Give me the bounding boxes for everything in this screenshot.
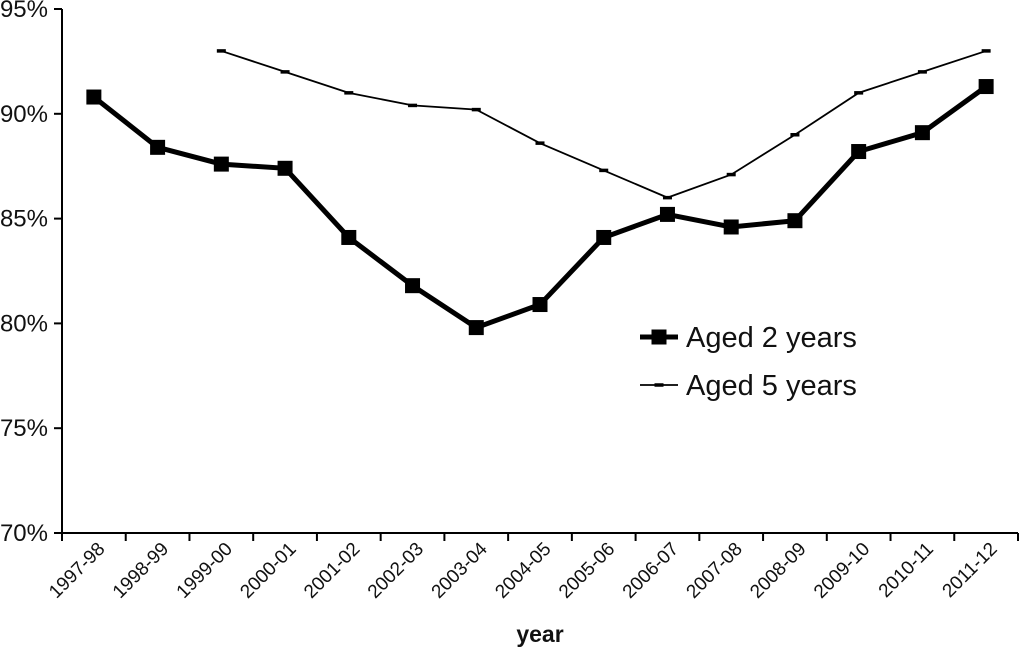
data-point-marker bbox=[596, 229, 612, 245]
data-point-marker bbox=[787, 213, 803, 229]
data-point-marker bbox=[344, 91, 354, 95]
y-tick-label: 85% bbox=[0, 206, 48, 233]
data-point-marker bbox=[723, 219, 739, 235]
legend-label: Aged 5 years bbox=[686, 370, 857, 402]
data-point-marker bbox=[914, 125, 930, 141]
x-tick-label: 2008-09 bbox=[746, 539, 810, 603]
x-axis-title: year bbox=[516, 621, 563, 647]
data-point-marker bbox=[981, 49, 991, 53]
x-tick-label: 2006-07 bbox=[619, 539, 683, 603]
data-point-marker bbox=[150, 139, 166, 155]
data-point-marker bbox=[468, 320, 484, 336]
x-tick-label: 2009-10 bbox=[810, 539, 874, 603]
y-tick-label: 70% bbox=[0, 520, 48, 547]
data-point-marker bbox=[917, 70, 927, 74]
data-point-marker bbox=[978, 79, 994, 95]
data-point-marker bbox=[532, 297, 548, 313]
data-point-marker bbox=[851, 144, 867, 160]
data-point-marker bbox=[790, 133, 800, 137]
x-tick-label: 2011-12 bbox=[939, 539, 1002, 602]
series-line-aged-2-years bbox=[92, 84, 988, 331]
data-point-marker bbox=[535, 141, 545, 145]
data-point-marker bbox=[405, 278, 421, 294]
y-tick-label: 80% bbox=[0, 310, 48, 337]
x-tick-label: 2007-08 bbox=[683, 539, 747, 603]
data-point-marker bbox=[86, 89, 102, 105]
data-point-marker bbox=[662, 195, 672, 200]
y-tick-label: 95% bbox=[0, 0, 48, 23]
x-tick-label: 1999-00 bbox=[173, 539, 237, 603]
y-tick-label: 75% bbox=[0, 415, 48, 442]
series-line-aged-5-years bbox=[221, 50, 987, 199]
x-tick-label: 2003-04 bbox=[428, 538, 492, 602]
x-tick-label: 2001-02 bbox=[300, 539, 364, 603]
x-tick-label: 2004-05 bbox=[491, 539, 555, 603]
data-point-marker bbox=[471, 107, 481, 112]
data-point-marker bbox=[280, 70, 290, 74]
data-point-marker bbox=[726, 172, 736, 177]
legend-sample-marker bbox=[651, 329, 667, 345]
data-point-marker bbox=[216, 49, 226, 53]
x-tick-label: 2005-06 bbox=[555, 539, 619, 603]
data-point-marker bbox=[408, 103, 418, 108]
legend-label: Aged 2 years bbox=[686, 322, 857, 354]
x-tick-label: 1997-98 bbox=[45, 539, 109, 603]
data-point-marker bbox=[659, 206, 675, 222]
data-point-marker bbox=[599, 168, 609, 173]
legend-sample-marker bbox=[654, 383, 664, 387]
x-tick-label: 2002-03 bbox=[364, 539, 428, 603]
data-point-marker bbox=[213, 156, 229, 172]
data-point-marker bbox=[341, 229, 357, 245]
x-tick-label: 2000-01 bbox=[236, 539, 300, 603]
y-tick-label: 90% bbox=[0, 101, 48, 128]
data-point-marker bbox=[277, 160, 293, 176]
x-tick-label: 1998-99 bbox=[109, 539, 173, 603]
data-point-marker bbox=[854, 91, 864, 95]
x-tick-label: 2010-11 bbox=[875, 539, 938, 602]
